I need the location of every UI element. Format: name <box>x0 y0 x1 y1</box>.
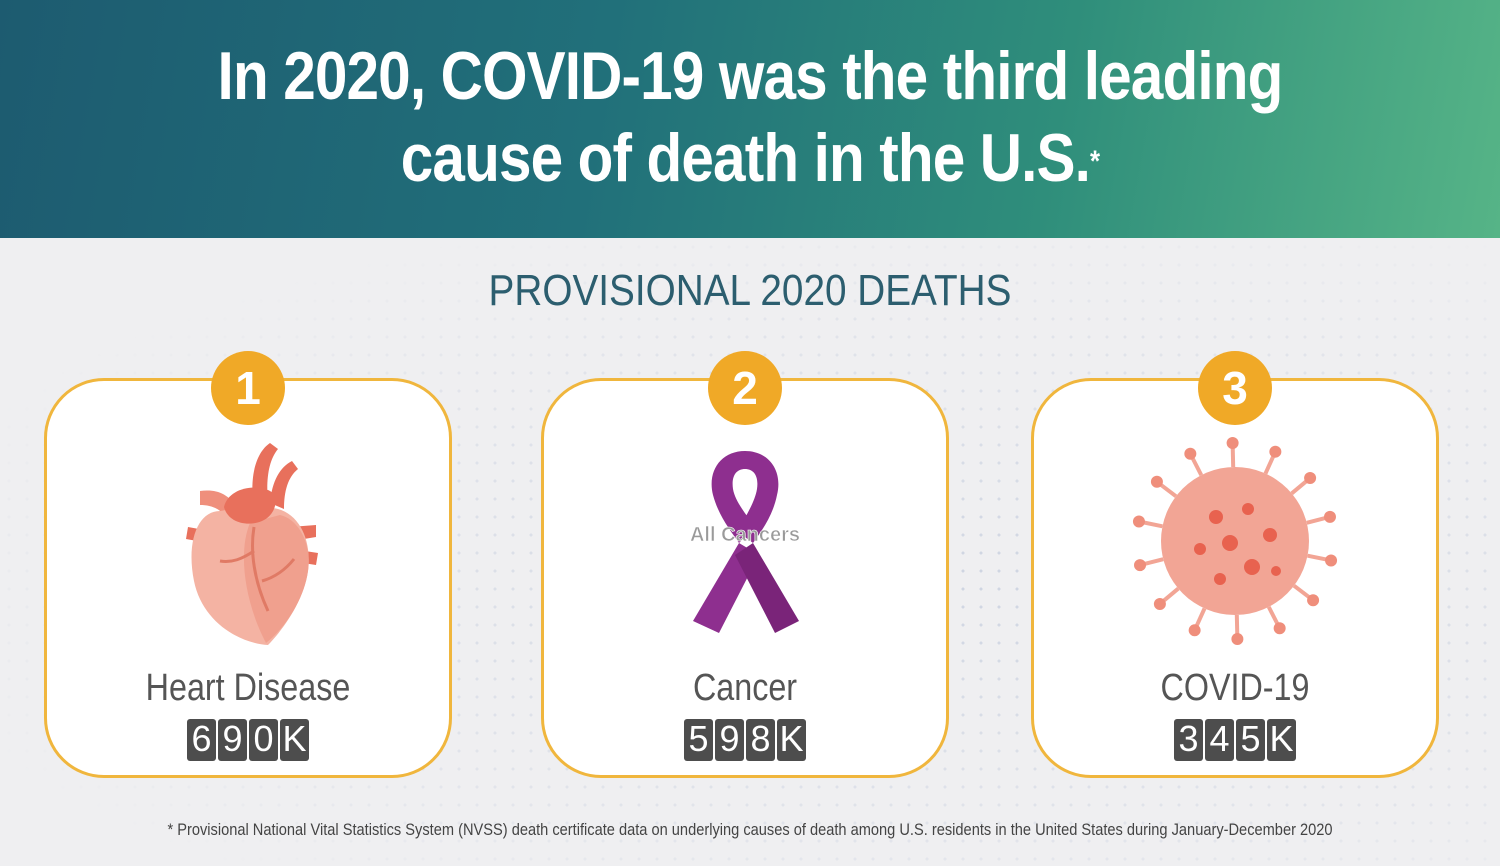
cancer-ribbon-icon: All Cancers <box>544 431 946 651</box>
death-count-digit: K <box>1267 719 1296 761</box>
virus-spike-tip <box>1184 447 1197 460</box>
virus-spike-tip <box>1325 554 1338 567</box>
virus-spike-tip <box>1150 475 1163 488</box>
title-line-1: In 2020, COVID-19 was the third leading <box>217 38 1284 114</box>
virus-spike-tip <box>1188 624 1201 637</box>
virus-spike-tip <box>1134 559 1147 572</box>
virus-spike-tip <box>1132 515 1145 528</box>
death-count-digit: K <box>280 719 309 761</box>
rank-badge: 2 <box>708 351 782 425</box>
death-count-digit: K <box>777 719 806 761</box>
death-count-digit: 9 <box>715 719 744 761</box>
title-line-2: cause of death in the U.S.* <box>105 118 1395 198</box>
rank-badge: 3 <box>1198 351 1272 425</box>
cause-name: COVID-19 <box>1160 667 1310 709</box>
section-subtitle: PROVISIONAL 2020 DEATHS <box>488 266 1012 315</box>
virus-spike-tip <box>1307 594 1320 607</box>
death-count-digit: 8 <box>746 719 775 761</box>
death-count-digit: 9 <box>218 719 247 761</box>
heart-icon <box>47 431 449 651</box>
death-count-digit: 5 <box>684 719 713 761</box>
title-line-2-text: cause of death in the U.S. <box>400 120 1091 196</box>
virus-icon <box>1034 431 1436 651</box>
rank-badge: 1 <box>211 351 285 425</box>
title-footnote-marker: * <box>1090 145 1100 178</box>
virus-spike-tip <box>1226 437 1239 450</box>
header-banner: In 2020, COVID-19 was the third leading … <box>0 0 1500 238</box>
virus-spike-tip <box>1273 622 1286 635</box>
virus-spike-tip <box>1323 510 1336 523</box>
death-count-digit: 4 <box>1205 719 1234 761</box>
ribbon-label: All Cancers <box>690 524 800 546</box>
footnote: * Provisional National Vital Statistics … <box>167 820 1333 839</box>
death-count-digit: 6 <box>187 719 216 761</box>
virus-spike-tip <box>1153 597 1166 610</box>
virus-spike-tip <box>1231 632 1244 645</box>
cause-name: Heart Disease <box>145 667 351 709</box>
death-count-digit: 3 <box>1174 719 1203 761</box>
virus-spike-tip <box>1269 445 1282 458</box>
virus-spike-tip <box>1304 472 1317 485</box>
death-count-digit: 5 <box>1236 719 1265 761</box>
death-count-digit: 0 <box>249 719 278 761</box>
cause-name: Cancer <box>692 667 798 709</box>
